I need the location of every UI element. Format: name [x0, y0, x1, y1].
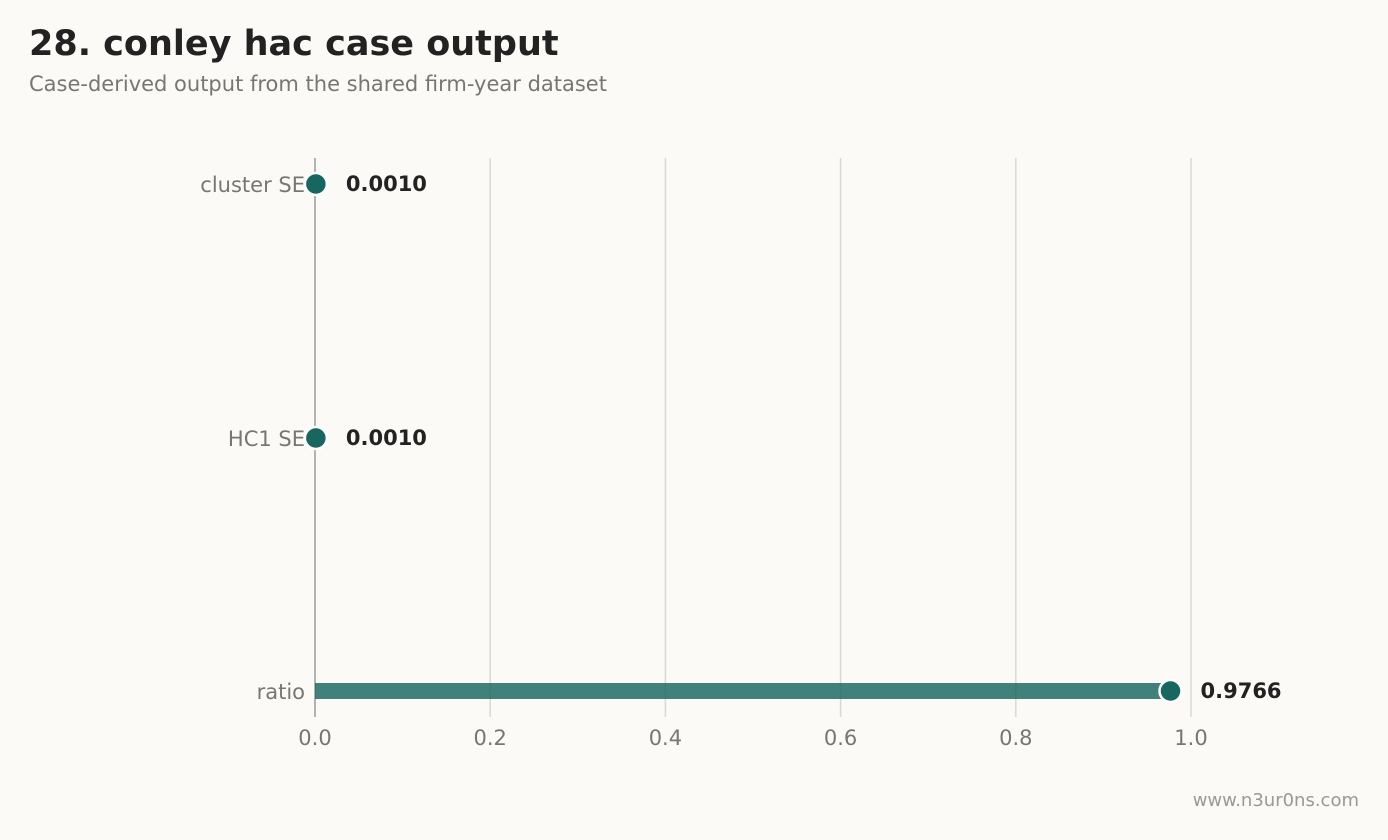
data-point [1158, 678, 1183, 704]
category-label: HC1 SE [228, 427, 305, 451]
bar-layer [303, 171, 1183, 704]
x-tick-label: 0.8 [999, 726, 1032, 750]
category-label: cluster SE [200, 173, 305, 197]
x-tick-label: 0.4 [649, 726, 682, 750]
x-tick-label: 1.0 [1174, 726, 1207, 750]
category-label: ratio [257, 680, 305, 704]
label-layer: cluster SE 0.0010 HC1 SE 0.0010 ratio 0.9766 [200, 172, 1281, 704]
x-tick-label: 0.6 [824, 726, 857, 750]
bar [315, 683, 1171, 699]
watermark: www.n3ur0ns.com [1192, 790, 1359, 811]
value-label: 0.0010 [346, 172, 427, 196]
grid-layer [489, 158, 1192, 717]
axis-layer: 0.0 0.2 0.4 0.6 0.8 1.0 [298, 158, 1208, 750]
data-point [303, 425, 329, 451]
chart-title: 28. conley hac case output [29, 24, 559, 64]
value-label: 0.0010 [346, 426, 427, 450]
x-tick-label: 0.0 [298, 726, 331, 750]
data-point [303, 171, 329, 197]
x-tick-label: 0.2 [473, 726, 506, 750]
chart-subtitle: Case-derived output from the shared firm… [29, 72, 607, 96]
value-label: 0.9766 [1201, 679, 1282, 703]
